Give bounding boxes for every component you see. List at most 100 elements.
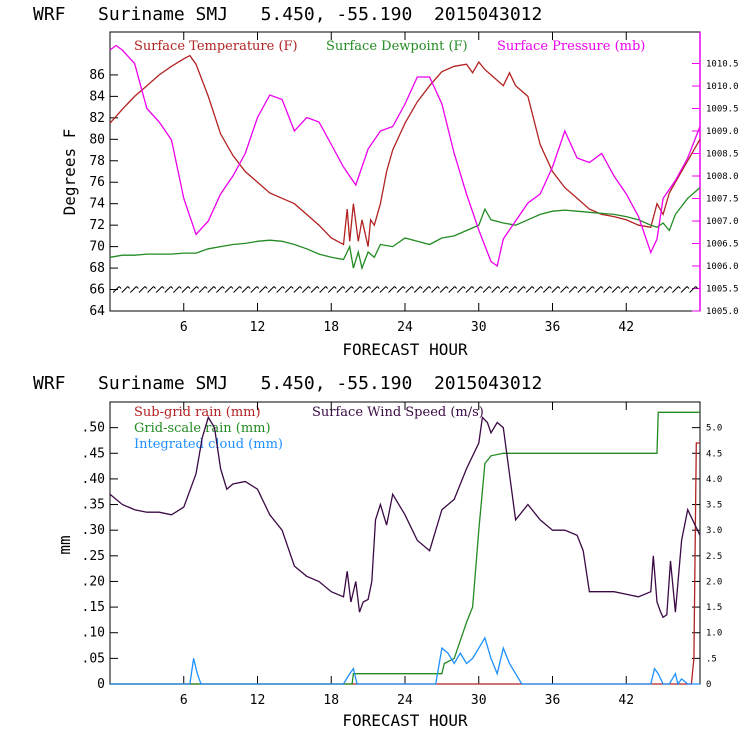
y2-tick-label: 1006.5 xyxy=(706,240,739,250)
wind-barb xyxy=(456,286,464,293)
wind-barb-flag xyxy=(411,286,415,289)
wind-barb xyxy=(586,286,593,293)
series-surface-dewpoint-f xyxy=(109,187,701,271)
wind-barb-flag xyxy=(652,286,655,289)
x-tick-label: 30 xyxy=(471,320,487,335)
wind-barb xyxy=(629,286,636,293)
wind-barb-flag xyxy=(488,286,492,289)
wind-barb xyxy=(336,286,344,293)
x-tick-label: 18 xyxy=(323,320,339,335)
y2-tick-label: 2.0 xyxy=(706,577,722,587)
wind-barb-flag xyxy=(325,286,328,289)
y-tick-label: .50 xyxy=(82,421,105,436)
chart1-title: WRF Suriname SMJ 5.450, -55.190 20150430… xyxy=(33,4,542,25)
y-tick-label: .45 xyxy=(82,446,105,461)
wind-barb-flag xyxy=(204,286,208,289)
temperature-chart: WRF Suriname SMJ 5.450, -55.190 20150430… xyxy=(33,4,739,359)
wind-barb-flag xyxy=(290,286,294,289)
y-tick-label: 70 xyxy=(89,240,105,255)
y-tick-label: 82 xyxy=(89,111,105,126)
wind-barb xyxy=(345,286,352,293)
wind-barb xyxy=(568,286,576,293)
wind-barb xyxy=(138,286,146,293)
chart2-legend-subgrid: Sub-grid rain (mm) xyxy=(134,405,261,420)
y-tick-label: .15 xyxy=(82,600,105,615)
wind-barb xyxy=(482,286,490,293)
wind-barb xyxy=(465,286,473,293)
wind-barb-flag xyxy=(161,286,165,289)
wind-barb xyxy=(112,286,120,293)
wind-barb xyxy=(534,286,542,293)
wind-barb-flag xyxy=(643,286,647,289)
wind-barb-flag xyxy=(213,286,217,289)
wind-barb-flag xyxy=(385,286,389,289)
wind-barb xyxy=(267,286,275,293)
wind-barb-flag xyxy=(170,286,174,289)
wind-barb-flag xyxy=(342,286,346,289)
x-tick-label: 42 xyxy=(618,693,634,708)
wind-barb-flag xyxy=(282,286,285,289)
wind-barb xyxy=(577,286,585,293)
x-tick-label: 6 xyxy=(180,693,188,708)
wind-barb-flag xyxy=(273,286,277,289)
wind-barb-flag xyxy=(557,286,561,289)
wind-barb xyxy=(594,286,602,293)
wind-barb xyxy=(689,286,696,293)
y-tick-label: 68 xyxy=(89,261,105,276)
wind-barb xyxy=(379,286,387,293)
y2-tick-label: 3.0 xyxy=(706,526,722,536)
wind-barb xyxy=(431,286,438,293)
wind-barb-flag xyxy=(617,286,621,289)
wind-barb-flag xyxy=(531,286,535,289)
x-tick-label: 6 xyxy=(180,320,188,335)
y2-tick-label: 2.5 xyxy=(706,552,722,562)
series-sub-grid-rain-mm xyxy=(110,442,700,685)
wind-barb xyxy=(216,286,223,293)
wind-barb-flag xyxy=(695,286,698,289)
wind-barb xyxy=(491,286,499,293)
wind-barb xyxy=(439,286,447,293)
wind-barb xyxy=(551,286,559,293)
y-tick-label: .25 xyxy=(82,549,105,564)
wind-barb-flag xyxy=(600,286,604,289)
wind-barb xyxy=(302,286,309,293)
wind-barb xyxy=(173,286,180,293)
wind-barb xyxy=(637,286,645,293)
wind-barb-flag xyxy=(497,286,501,289)
wind-barb-flag xyxy=(308,286,311,289)
y2-tick-label: 1010.0 xyxy=(706,82,739,92)
wind-barb-flag xyxy=(635,286,638,289)
wind-barb xyxy=(164,286,172,293)
wind-barb xyxy=(448,286,456,293)
chart1-legend-temperature: Surface Temperature (F) xyxy=(134,39,298,54)
wind-barb xyxy=(121,286,129,293)
wind-barb xyxy=(422,286,430,293)
chart1-legend-pressure: Surface Pressure (mb) xyxy=(497,39,645,54)
wind-barb-flag xyxy=(626,286,630,289)
wind-barb xyxy=(611,286,619,293)
wind-barb xyxy=(680,286,688,293)
y2-tick-label: 3.5 xyxy=(706,501,722,511)
wind-barb-flag xyxy=(256,286,260,289)
wind-barb xyxy=(525,286,533,293)
y2-tick-label: .5 xyxy=(706,654,717,664)
wind-barb-flag xyxy=(359,286,363,289)
wind-barb-flag xyxy=(351,286,354,289)
chart2-legend-gridscale: Grid-scale rain (mm) xyxy=(134,421,271,436)
wind-barb xyxy=(353,286,361,293)
wind-barb xyxy=(207,286,215,293)
y2-tick-label: 0 xyxy=(706,680,711,690)
wind-barb xyxy=(250,286,258,293)
wind-barb-flag xyxy=(686,286,690,289)
y2-tick-label: 1007.0 xyxy=(706,217,739,227)
y2-tick-label: 1005.5 xyxy=(706,285,739,295)
y-tick-label: .40 xyxy=(82,472,105,487)
y-tick-label: 74 xyxy=(89,197,105,212)
chart2-series xyxy=(109,411,701,686)
x-tick-label: 18 xyxy=(323,693,339,708)
wind-barb-flag xyxy=(660,286,664,289)
wind-barb-flag xyxy=(592,286,595,289)
wind-barb xyxy=(284,286,292,293)
wind-barb xyxy=(276,286,283,293)
